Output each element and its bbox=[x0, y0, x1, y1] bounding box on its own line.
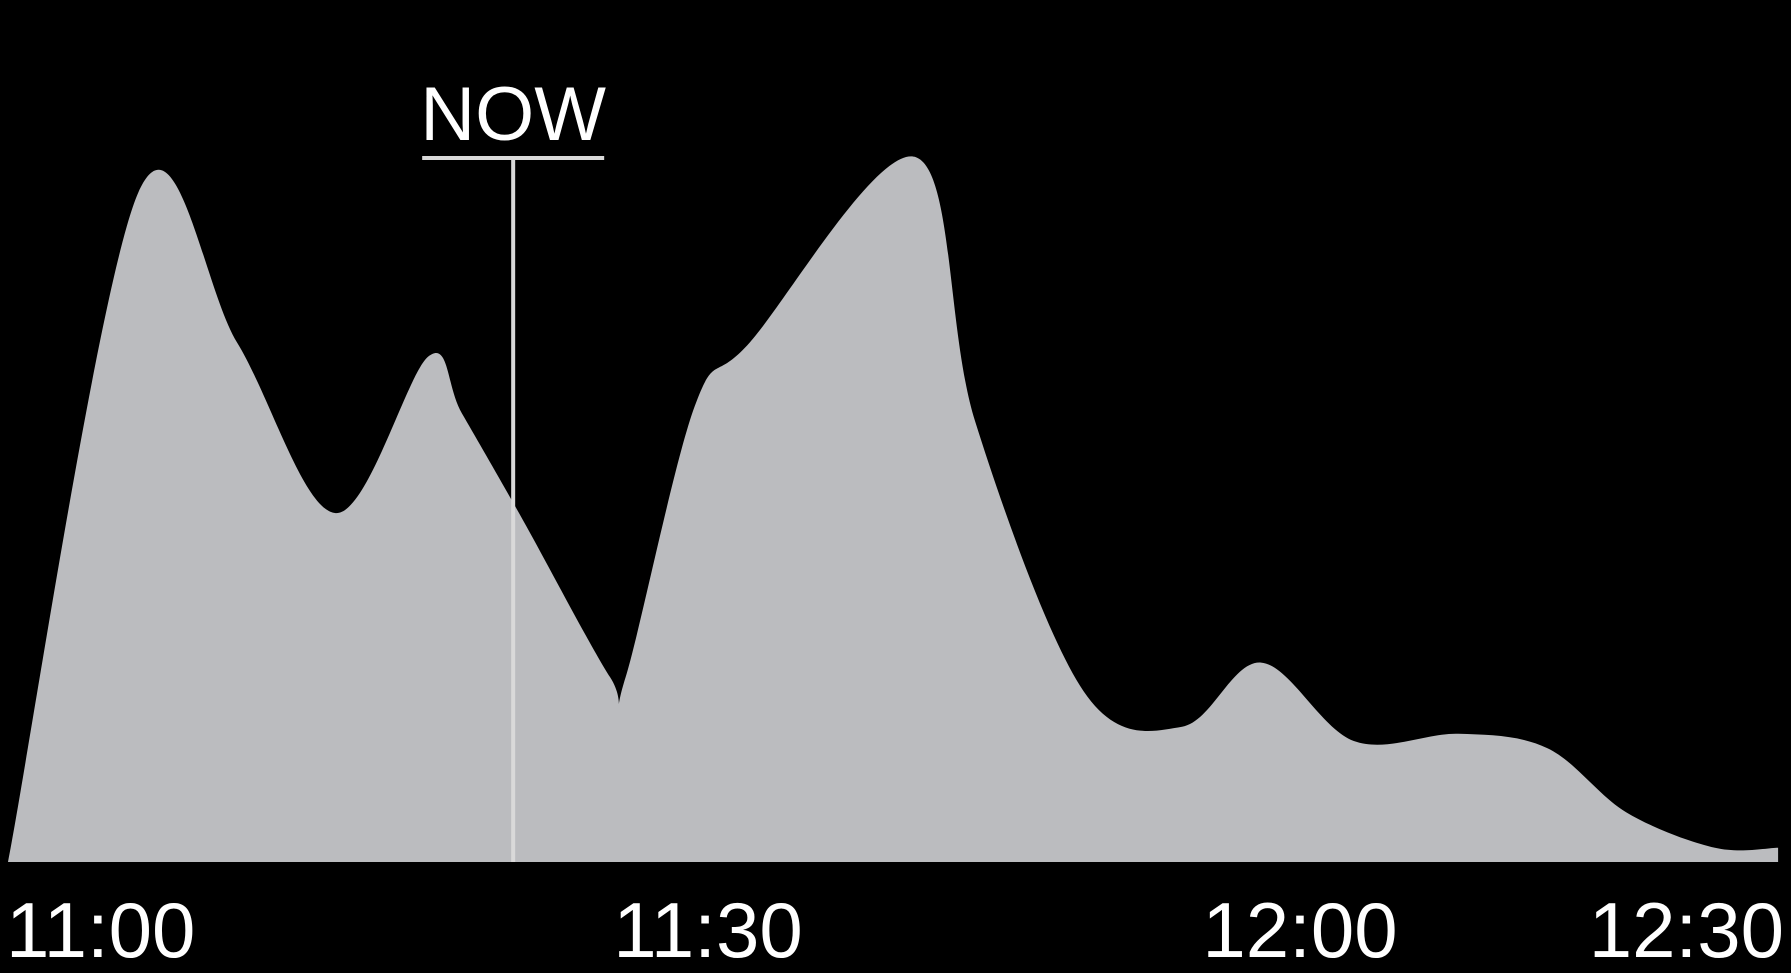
x-tick-label: 11:00 bbox=[6, 886, 195, 973]
x-axis-ticks: 11:00 11:30 12:00 12:30 bbox=[6, 886, 1784, 973]
now-marker-label: NOW bbox=[420, 72, 606, 157]
x-tick-label: 12:30 bbox=[1589, 886, 1784, 973]
x-tick-label: 11:30 bbox=[613, 886, 802, 973]
x-tick-label: 12:00 bbox=[1202, 886, 1397, 973]
area-series bbox=[8, 156, 1779, 862]
